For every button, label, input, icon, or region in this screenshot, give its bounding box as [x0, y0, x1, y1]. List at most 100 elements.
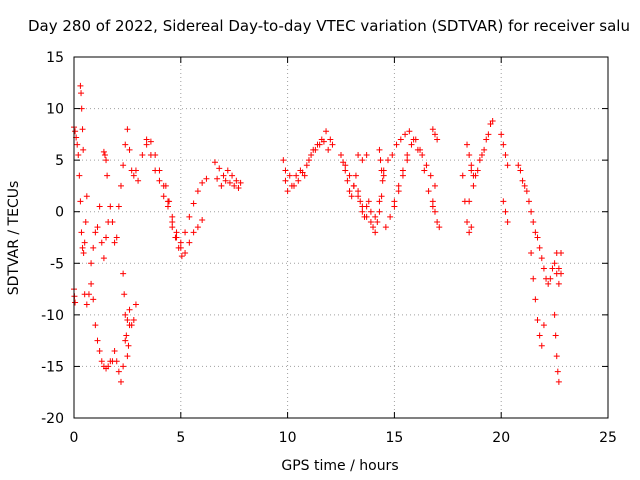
data-point — [344, 177, 351, 184]
x-tick-label: 5 — [176, 430, 185, 446]
data-point — [502, 208, 509, 215]
y-tick-label: -15 — [41, 359, 64, 375]
data-point — [470, 172, 477, 179]
data-point — [459, 172, 466, 179]
y-tick-label: 0 — [55, 205, 64, 221]
series-s5 — [88, 126, 139, 267]
data-point — [233, 177, 240, 184]
data-point — [380, 172, 387, 179]
data-point — [359, 157, 366, 164]
data-point — [374, 219, 381, 226]
data-point — [551, 260, 558, 267]
data-point — [408, 141, 415, 148]
data-point — [78, 229, 85, 236]
data-point — [80, 249, 87, 256]
data-point — [466, 151, 473, 158]
data-point — [320, 138, 327, 145]
data-point — [421, 167, 428, 174]
data-point — [363, 151, 370, 158]
data-point — [132, 167, 139, 174]
data-point — [126, 146, 133, 153]
data-point — [425, 188, 432, 195]
data-point — [222, 177, 229, 184]
data-point — [530, 275, 537, 282]
data-point — [555, 265, 562, 272]
y-axis-title: SDTVAR / TECUs — [6, 181, 22, 296]
data-point — [555, 378, 562, 385]
series-s33 — [551, 311, 562, 385]
data-point — [528, 208, 535, 215]
data-point — [115, 368, 122, 375]
data-point — [299, 169, 306, 176]
data-point — [384, 157, 391, 164]
data-point — [528, 249, 535, 256]
data-point — [124, 353, 131, 360]
data-point — [427, 172, 434, 179]
data-point — [419, 151, 426, 158]
data-point — [77, 82, 84, 89]
data-point — [120, 270, 127, 277]
x-axis-title: GPS time / hours — [281, 458, 398, 474]
series-s18 — [355, 151, 370, 164]
data-point — [216, 165, 223, 172]
data-point — [169, 219, 176, 226]
data-point — [367, 219, 374, 226]
data-point — [466, 229, 473, 236]
data-point — [500, 198, 507, 205]
x-tick-label: 10 — [279, 430, 297, 446]
y-tick-label: 10 — [46, 102, 64, 118]
data-point — [115, 203, 122, 210]
data-point — [538, 342, 545, 349]
data-point — [329, 141, 336, 148]
data-point — [378, 193, 385, 200]
data-point — [391, 203, 398, 210]
data-point — [88, 260, 95, 267]
plot-frame — [73, 56, 609, 419]
series-s32 — [528, 249, 547, 349]
data-point — [152, 167, 159, 174]
data-point — [147, 138, 154, 145]
data-point — [372, 213, 379, 220]
data-point — [120, 363, 127, 370]
data-point — [382, 224, 389, 231]
data-point — [79, 244, 86, 251]
data-point — [143, 141, 150, 148]
data-point — [231, 182, 238, 189]
data-point — [434, 136, 441, 143]
data-point — [346, 172, 353, 179]
data-point — [126, 322, 133, 329]
series-s29 — [498, 131, 511, 169]
data-point — [220, 172, 227, 179]
data-point — [107, 203, 114, 210]
data-point — [83, 301, 90, 308]
data-point — [464, 141, 471, 148]
data-point — [532, 296, 539, 303]
data-point — [85, 291, 92, 298]
data-point — [429, 126, 436, 133]
data-point — [88, 280, 95, 287]
data-point — [111, 239, 118, 246]
data-point — [468, 224, 475, 231]
data-point — [194, 188, 201, 195]
data-point — [521, 182, 528, 189]
data-point — [554, 368, 561, 375]
data-point — [90, 244, 97, 251]
data-point — [166, 198, 173, 205]
data-point — [121, 291, 128, 298]
data-point — [295, 177, 302, 184]
data-point — [169, 213, 176, 220]
data-point — [553, 353, 560, 360]
data-point — [143, 136, 150, 143]
data-point — [291, 182, 298, 189]
series-s31 — [515, 162, 565, 287]
data-point — [199, 179, 206, 186]
data-point — [284, 188, 291, 195]
data-point — [348, 193, 355, 200]
data-point — [502, 151, 509, 158]
data-point — [519, 177, 526, 184]
data-point — [504, 162, 511, 169]
data-point — [190, 229, 197, 236]
data-point — [175, 244, 182, 251]
data-point — [94, 337, 101, 344]
data-point — [545, 280, 552, 287]
